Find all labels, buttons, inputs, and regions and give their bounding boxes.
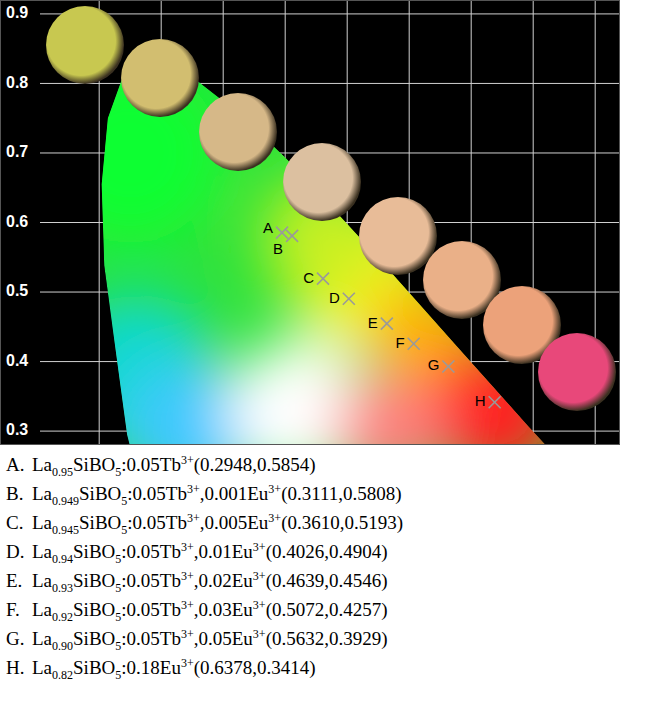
sample-photo: [538, 333, 616, 411]
plot-svg: AB CD EF G H 0.3 0.4 0.5 0.6 0.7 0.8 0.9: [0, 0, 671, 447]
sample-photo: [199, 93, 277, 171]
sample-photo: [283, 143, 361, 221]
y-tick-label: 0.7: [6, 143, 28, 160]
point-labels: AB CD EF G H: [263, 219, 486, 410]
y-tick-label: 0.4: [6, 352, 28, 369]
point: [276, 227, 288, 239]
points: [276, 227, 501, 409]
caption-text: La0.949SiBO5:0.05Tb3+,0.001Eu3+(0.3111,0…: [32, 483, 402, 504]
point-label: E: [368, 314, 378, 331]
caption: C.La0.945SiBO5:0.05Tb3+,0.005Eu3+(0.3610…: [6, 508, 403, 537]
point-label: A: [263, 219, 273, 236]
caption-letter: B.: [6, 479, 32, 508]
y-tick-label: 0.8: [6, 74, 28, 91]
caption: F.La0.92SiBO5:0.05Tb3+,0.03Eu3+(0.5072,0…: [6, 595, 403, 624]
plot-frame: [1, 1, 620, 445]
caption-letter: A.: [6, 450, 32, 479]
point-label: B: [273, 240, 283, 257]
caption-text: La0.945SiBO5:0.05Tb3+,0.005Eu3+(0.3610,0…: [32, 512, 403, 533]
y-tick-label: 0.6: [6, 213, 28, 230]
sample-photo: [359, 197, 437, 275]
chromaticity-diagram: [40, 60, 566, 445]
point: [317, 273, 329, 285]
caption-text: La0.95SiBO5:0.05Tb3+(0.2948,0.5854): [32, 454, 316, 475]
y-tick-label: 0.9: [6, 4, 28, 21]
point: [442, 360, 454, 372]
point: [343, 293, 355, 305]
captions: A.La0.95SiBO5:0.05Tb3+(0.2948,0.5854)B.L…: [6, 450, 403, 682]
y-tick-label: 0.5: [6, 282, 28, 299]
point: [489, 396, 501, 408]
caption-text: La0.92SiBO5:0.05Tb3+,0.03Eu3+(0.5072,0.4…: [32, 599, 388, 620]
caption: B.La0.949SiBO5:0.05Tb3+,0.001Eu3+(0.3111…: [6, 479, 403, 508]
caption: E.La0.93SiBO5:0.05Tb3+,0.02Eu3+(0.4639,0…: [6, 566, 403, 595]
plot-area: [40, 6, 616, 445]
point: [408, 338, 420, 350]
point-label: C: [303, 269, 314, 286]
point: [286, 230, 298, 242]
caption: G.La0.90SiBO5:0.05Tb3+,0.05Eu3+(0.5632,0…: [6, 624, 403, 653]
sample-photo: [121, 39, 199, 117]
caption: D.La0.94SiBO5:0.05Tb3+,0.01Eu3+(0.4026,0…: [6, 537, 403, 566]
caption-text: La0.93SiBO5:0.05Tb3+,0.02Eu3+(0.4639,0.4…: [32, 570, 388, 591]
caption-letter: G.: [6, 624, 32, 653]
caption-letter: E.: [6, 566, 32, 595]
caption-letter: F.: [6, 595, 32, 624]
point: [381, 318, 393, 330]
caption-text: La0.82SiBO5:0.18Eu3+(0.6378,0.3414): [32, 657, 316, 678]
caption-letter: H.: [6, 653, 32, 682]
caption: H.La0.82SiBO5:0.18Eu3+(0.6378,0.3414): [6, 653, 403, 682]
point-label: D: [329, 289, 340, 306]
point-label: F: [395, 334, 404, 351]
sample-photo: [46, 6, 124, 84]
caption-text: La0.94SiBO5:0.05Tb3+,0.01Eu3+(0.4026,0.4…: [32, 541, 388, 562]
point-label: H: [475, 392, 486, 409]
chart: AB CD EF G H 0.3 0.4 0.5 0.6 0.7 0.8 0.9: [0, 0, 671, 451]
point-label: G: [428, 356, 440, 373]
y-tick-label: 0.3: [6, 421, 28, 438]
y-tick-labels: 0.3 0.4 0.5 0.6 0.7 0.8 0.9: [6, 4, 28, 438]
caption-letter: D.: [6, 537, 32, 566]
caption-letter: C.: [6, 508, 32, 537]
caption: A.La0.95SiBO5:0.05Tb3+(0.2948,0.5854): [6, 450, 403, 479]
caption-text: La0.90SiBO5:0.05Tb3+,0.05Eu3+(0.5632,0.3…: [32, 628, 388, 649]
y-grid-line: [40, 13, 620, 14]
